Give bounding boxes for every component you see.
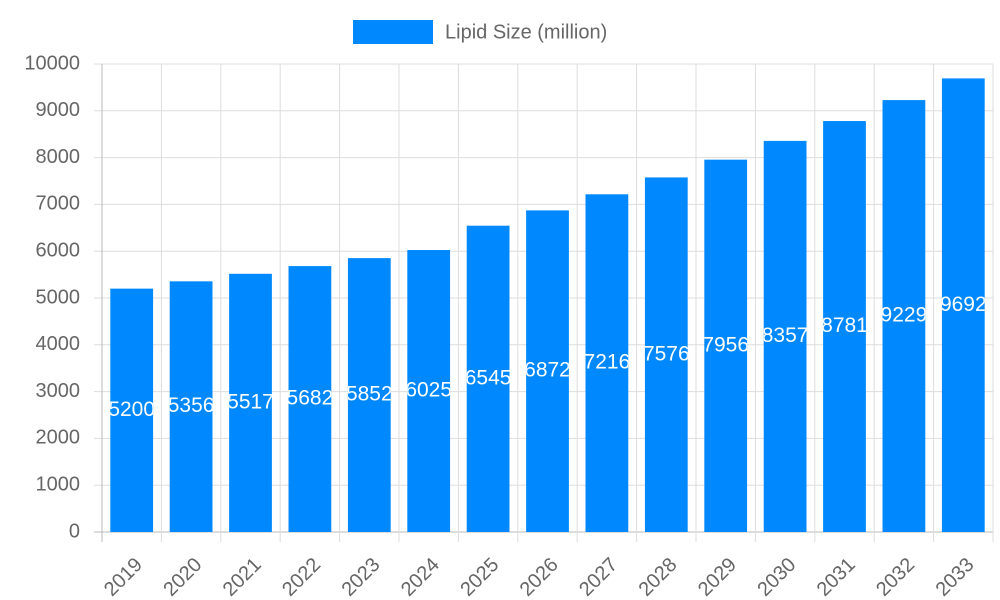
data-label: 5200 (108, 398, 155, 421)
y-tick-label: 10000 (24, 52, 80, 74)
x-tick-label: 2032 (872, 554, 919, 600)
bar (347, 258, 391, 532)
x-tick-label: 2024 (397, 554, 444, 600)
bar (823, 121, 866, 533)
bar (110, 288, 154, 532)
bar (169, 281, 213, 532)
data-label: 8781 (821, 314, 868, 337)
x-tick-label: 2020 (159, 554, 206, 600)
y-tick-label: 5000 (36, 286, 81, 308)
x-tick-label: 2022 (278, 554, 325, 600)
data-label: 6545 (465, 366, 512, 389)
y-tick-label: 2000 (36, 427, 81, 449)
y-tick-label: 9000 (36, 99, 81, 121)
bar (229, 273, 272, 532)
bar (407, 250, 451, 532)
data-label: 8357 (762, 324, 809, 347)
bar (466, 225, 510, 532)
bar (644, 177, 688, 532)
y-tick-label: 4000 (36, 333, 81, 355)
x-tick-label: 2027 (575, 554, 622, 600)
data-label: 9229 (881, 304, 928, 327)
x-tick-label: 2031 (813, 554, 860, 600)
y-tick-label: 1000 (36, 473, 81, 495)
y-tick-label: 8000 (36, 146, 81, 168)
data-label: 6872 (524, 359, 571, 382)
data-label: 6025 (405, 379, 452, 402)
legend-label: Lipid Size (million) (445, 21, 607, 43)
data-label: 7216 (584, 351, 631, 374)
x-tick-label: 2028 (635, 554, 682, 600)
x-tick-label: 2021 (219, 554, 266, 600)
x-tick-label: 2026 (516, 554, 563, 600)
bar (882, 100, 926, 533)
x-tick-label: 2025 (456, 554, 503, 600)
bar (763, 140, 807, 532)
data-label: 5356 (168, 394, 215, 417)
data-label: 9692 (940, 293, 987, 316)
bar (288, 266, 332, 532)
y-tick-label: 3000 (36, 380, 81, 402)
data-label: 5517 (227, 390, 274, 413)
legend-swatch (353, 20, 433, 44)
x-tick-label: 2019 (100, 554, 147, 600)
data-label: 7576 (643, 342, 690, 365)
data-label: 7956 (702, 333, 749, 356)
bar (704, 159, 748, 533)
y-tick-label: 6000 (36, 239, 81, 261)
bar (941, 78, 985, 532)
data-label: 5852 (346, 383, 393, 406)
x-tick-label: 2023 (338, 554, 385, 600)
y-tick-label: 0 (69, 520, 80, 542)
x-tick-label: 2029 (694, 554, 741, 600)
x-tick-label: 2030 (753, 554, 800, 600)
y-tick-label: 7000 (36, 193, 81, 215)
data-label: 5682 (287, 387, 334, 410)
bar (585, 194, 629, 532)
x-tick-label: 2033 (932, 554, 979, 600)
bar (526, 210, 569, 533)
